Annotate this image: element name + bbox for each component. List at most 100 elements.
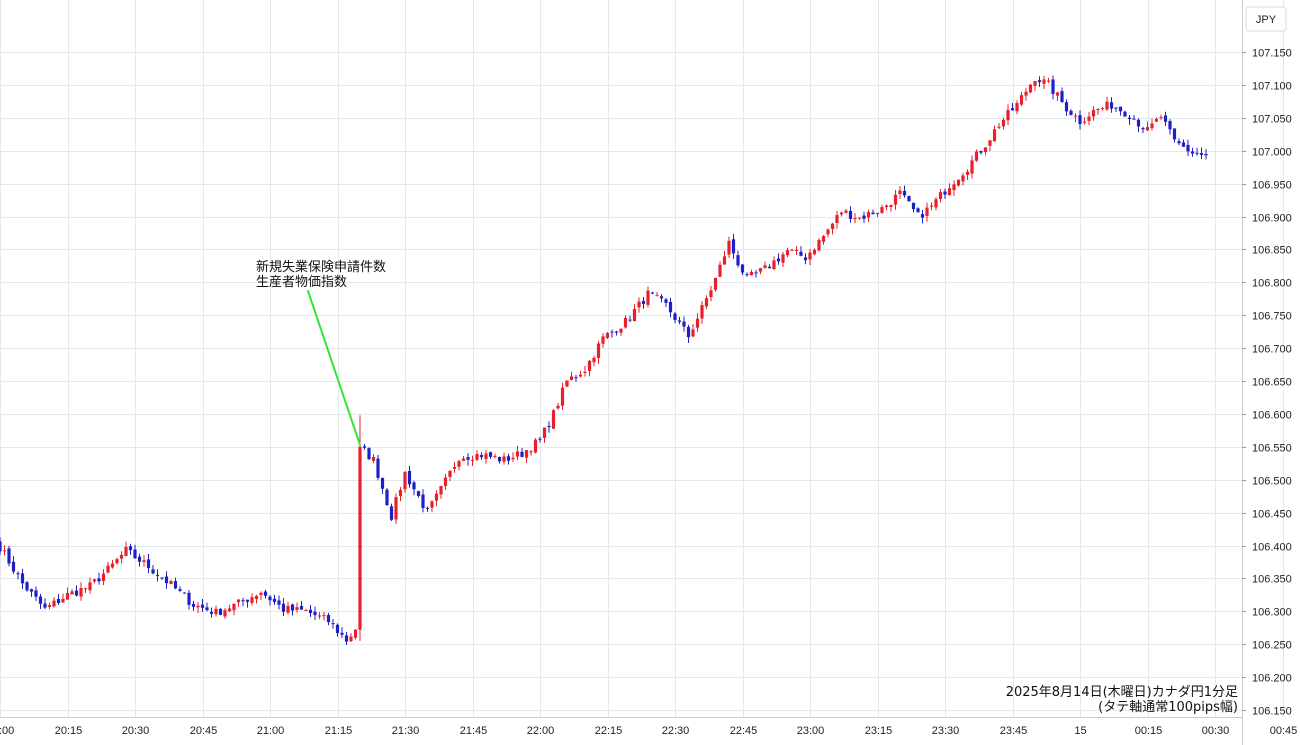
candle-body bbox=[889, 204, 893, 208]
candle-body bbox=[551, 410, 556, 429]
candle-body bbox=[1055, 92, 1060, 96]
price-tick-label: 106.850 bbox=[1252, 245, 1292, 257]
candle-body bbox=[349, 636, 353, 642]
candle-body bbox=[700, 305, 704, 319]
candle-body bbox=[826, 229, 830, 235]
time-tick-label: 23:45 bbox=[1000, 725, 1028, 737]
candle-body bbox=[47, 605, 52, 607]
candle-body bbox=[434, 493, 439, 501]
candle-body bbox=[1172, 128, 1177, 140]
candle-body bbox=[880, 207, 884, 213]
candle-body bbox=[857, 217, 862, 219]
candle-body bbox=[952, 184, 956, 191]
candle-body bbox=[709, 290, 713, 298]
candle-body bbox=[475, 454, 479, 460]
candle-body bbox=[448, 470, 452, 477]
price-tick-label: 106.600 bbox=[1252, 410, 1292, 422]
candle-body bbox=[164, 576, 169, 584]
candle-body bbox=[214, 608, 218, 615]
candle-body bbox=[655, 295, 659, 297]
candle-body bbox=[1145, 127, 1150, 131]
annotation-label-1: 新規失業保険申請件数 bbox=[256, 259, 386, 275]
candle-body bbox=[1096, 109, 1100, 111]
candle-body bbox=[547, 425, 551, 428]
candle-body bbox=[533, 439, 538, 453]
price-tick-label: 106.800 bbox=[1252, 278, 1292, 290]
candle-body bbox=[1168, 121, 1172, 130]
candle-body bbox=[772, 260, 776, 270]
candle-body bbox=[943, 191, 947, 195]
candle-body bbox=[1046, 80, 1051, 82]
candle-body bbox=[902, 190, 907, 196]
candle-body bbox=[529, 451, 533, 453]
candle-body bbox=[619, 328, 623, 333]
candle-body bbox=[574, 377, 578, 379]
candle-body bbox=[1114, 107, 1118, 109]
candle-body bbox=[673, 313, 677, 321]
time-tick-label: 20:00 bbox=[0, 725, 14, 737]
candle-body bbox=[101, 573, 106, 581]
candle-body bbox=[461, 458, 466, 461]
candle-body bbox=[2, 550, 7, 552]
candle-body bbox=[38, 596, 43, 604]
candle-body bbox=[628, 319, 632, 321]
price-axis: 106.150 106.200 106.250 106.300 106.350 106.4… bbox=[1242, 48, 1292, 718]
candle-body bbox=[749, 271, 754, 276]
candle-body bbox=[290, 604, 295, 611]
candle-body bbox=[520, 451, 524, 457]
candle-body bbox=[245, 599, 250, 602]
candle-body bbox=[83, 588, 88, 590]
time-tick-label: 23:30 bbox=[932, 725, 960, 737]
candle-body bbox=[691, 329, 695, 337]
candle-body bbox=[155, 574, 160, 576]
candle-body bbox=[736, 255, 740, 266]
candle-body bbox=[1042, 79, 1046, 84]
candle-body bbox=[1177, 141, 1181, 144]
candle-body bbox=[740, 264, 745, 273]
time-axis: 20:00 20:15 20:30 20:45 21:00 21:15 21:30 21:45… bbox=[0, 725, 1297, 737]
candle-body bbox=[596, 343, 601, 359]
time-tick-label: 15 bbox=[1074, 725, 1086, 737]
candle-body bbox=[929, 205, 934, 207]
candle-body bbox=[1073, 115, 1078, 117]
candle-body bbox=[866, 212, 871, 218]
candle-body bbox=[1069, 110, 1073, 115]
candle-body bbox=[992, 129, 997, 142]
candle-body bbox=[317, 615, 322, 617]
candles bbox=[0, 75, 1208, 646]
candle-body bbox=[1024, 91, 1028, 96]
candle-body bbox=[479, 455, 484, 458]
candle-body bbox=[340, 632, 344, 635]
candle-body bbox=[983, 147, 988, 153]
price-tick-label: 106.350 bbox=[1252, 574, 1292, 586]
candle-body bbox=[421, 494, 425, 509]
candle-body bbox=[1078, 115, 1082, 125]
candle-body bbox=[686, 326, 691, 338]
time-tick-label: 00:30 bbox=[1202, 725, 1230, 737]
time-tick-label: 23:15 bbox=[865, 725, 893, 737]
candle-body bbox=[1123, 111, 1127, 117]
candle-body bbox=[268, 596, 272, 601]
candle-body bbox=[1082, 121, 1087, 123]
candle-body bbox=[29, 589, 34, 592]
candle-body bbox=[16, 573, 20, 575]
candle-body bbox=[115, 559, 119, 564]
candle-body bbox=[587, 360, 592, 371]
candle-body bbox=[119, 554, 124, 559]
candle-body bbox=[232, 603, 236, 611]
candle-body bbox=[1037, 80, 1042, 83]
candle-body bbox=[664, 299, 668, 303]
candle-body bbox=[578, 374, 583, 377]
currency-badge[interactable] bbox=[1245, 6, 1287, 32]
candle-body bbox=[272, 598, 277, 602]
price-tick-label: 107.150 bbox=[1252, 48, 1292, 60]
candle-body bbox=[124, 546, 128, 556]
price-tick-label: 107.100 bbox=[1252, 81, 1292, 93]
candle-body bbox=[695, 318, 700, 328]
candle-body bbox=[299, 605, 304, 610]
candle-body bbox=[146, 559, 151, 569]
candle-body bbox=[938, 192, 943, 200]
candle-body bbox=[682, 321, 686, 327]
candle-body bbox=[835, 215, 839, 223]
candle-body bbox=[1109, 102, 1114, 109]
